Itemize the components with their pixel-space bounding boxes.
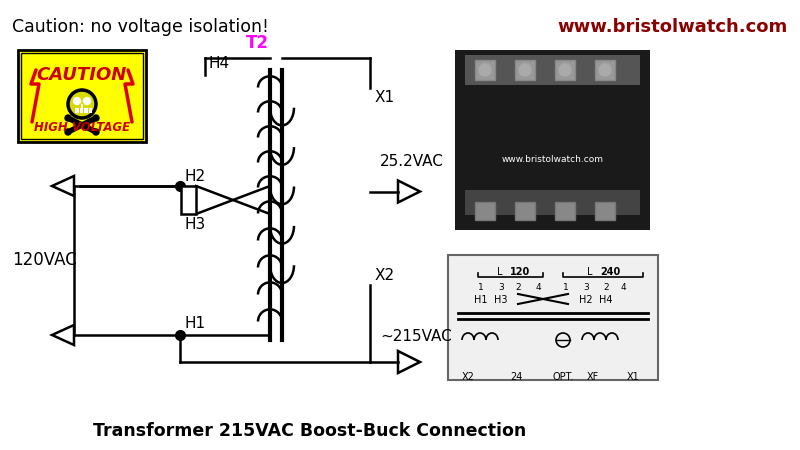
Text: HIGH VOLTAGE: HIGH VOLTAGE [34, 121, 130, 134]
Text: 120: 120 [510, 267, 530, 277]
Text: CAUTION: CAUTION [37, 66, 127, 84]
Bar [448, 255, 658, 380]
Circle shape [559, 64, 571, 76]
Bar [515, 202, 535, 220]
Bar [181, 186, 196, 214]
Text: H1: H1 [474, 295, 488, 305]
Bar [465, 55, 640, 85]
Text: 2: 2 [603, 283, 609, 292]
Text: X2: X2 [462, 372, 474, 382]
Bar [75, 108, 78, 113]
Text: X1: X1 [375, 90, 395, 105]
Bar [595, 60, 615, 80]
Text: L: L [498, 267, 502, 277]
Text: H3: H3 [184, 217, 206, 232]
Text: H4: H4 [599, 295, 613, 305]
Bar [475, 202, 495, 220]
Circle shape [83, 98, 90, 104]
Bar [21, 53, 143, 139]
Text: 4: 4 [620, 283, 626, 292]
Bar [89, 108, 92, 113]
Text: 4: 4 [535, 283, 541, 292]
Circle shape [519, 64, 531, 76]
Bar [555, 202, 575, 220]
Text: www.bristolwatch.com: www.bristolwatch.com [558, 18, 788, 36]
Bar [555, 60, 575, 80]
Circle shape [93, 115, 99, 121]
Text: XF: XF [587, 372, 599, 382]
Text: T2: T2 [246, 34, 269, 52]
Text: Caution: no voltage isolation!: Caution: no voltage isolation! [12, 18, 269, 36]
Text: X1: X1 [626, 372, 639, 382]
Text: H2: H2 [579, 295, 593, 305]
Circle shape [74, 98, 81, 104]
Circle shape [479, 64, 491, 76]
Bar [465, 190, 640, 215]
Bar [79, 108, 83, 113]
Text: 3: 3 [498, 283, 504, 292]
Text: www.bristolwatch.com: www.bristolwatch.com [502, 156, 603, 165]
Text: OPT.: OPT. [552, 372, 574, 382]
Text: H1: H1 [184, 316, 205, 331]
Text: 1: 1 [478, 283, 484, 292]
Text: H2: H2 [184, 169, 205, 184]
Text: H3: H3 [494, 295, 508, 305]
Text: L: L [587, 267, 593, 277]
Text: X2: X2 [375, 268, 395, 283]
Text: 24: 24 [510, 372, 522, 382]
Text: 25.2VAC: 25.2VAC [380, 153, 444, 168]
Bar [475, 60, 495, 80]
Text: Transformer 215VAC Boost-Buck Connection: Transformer 215VAC Boost-Buck Connection [94, 422, 526, 440]
Circle shape [69, 90, 95, 117]
Text: H4: H4 [209, 56, 230, 71]
Circle shape [65, 115, 71, 121]
Circle shape [599, 64, 611, 76]
Text: 3: 3 [583, 283, 589, 292]
Bar [595, 202, 615, 220]
Text: 1: 1 [563, 283, 569, 292]
Bar [455, 50, 650, 230]
Text: 120VAC: 120VAC [12, 251, 77, 269]
Text: ~215VAC: ~215VAC [380, 329, 452, 344]
Bar [515, 60, 535, 80]
Circle shape [93, 129, 99, 135]
Circle shape [65, 129, 71, 135]
Text: 240: 240 [600, 267, 620, 277]
Bar [84, 108, 87, 113]
Bar [18, 50, 146, 142]
Text: 2: 2 [515, 283, 521, 292]
